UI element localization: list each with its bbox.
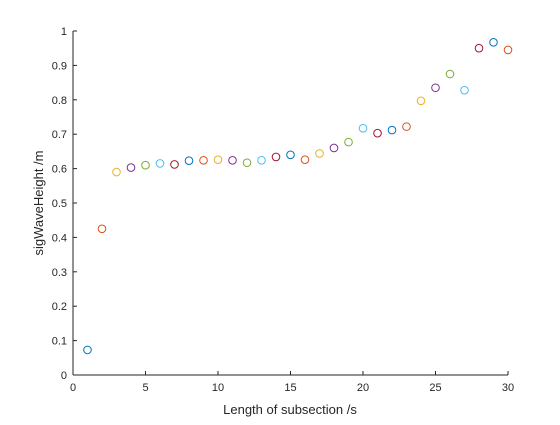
data-point — [300, 155, 310, 164]
data-point — [387, 125, 397, 135]
data-point — [257, 156, 266, 165]
x-tick-label: 30 — [502, 382, 514, 394]
data-point — [155, 159, 165, 168]
data-point — [474, 43, 484, 53]
data-point — [315, 149, 324, 158]
y-tick-label: 1 — [61, 26, 67, 38]
data-point — [141, 160, 150, 170]
data-point — [503, 45, 513, 55]
y-tick-label: 0.8 — [52, 95, 67, 107]
data-point — [344, 137, 353, 147]
y-tick-label: 0.5 — [52, 198, 67, 210]
x-tick-label: 0 — [70, 382, 76, 394]
data-point — [242, 158, 252, 168]
data-point — [286, 150, 295, 160]
data-point — [402, 122, 411, 131]
x-tick-label: 5 — [142, 382, 148, 394]
x-tick-label: 15 — [284, 382, 296, 394]
y-tick-label: 0.6 — [52, 164, 67, 176]
plot-area — [73, 31, 508, 375]
data-point — [271, 152, 281, 162]
data-point — [199, 156, 208, 165]
data-point — [329, 143, 339, 153]
data-point — [83, 345, 92, 355]
y-tick-label: 0.3 — [52, 267, 67, 279]
data-points — [83, 38, 513, 355]
y-tick-label: 0.2 — [52, 301, 67, 313]
data-point — [445, 69, 455, 79]
data-point — [489, 38, 498, 47]
data-point — [373, 128, 382, 138]
data-point — [358, 124, 368, 133]
data-point — [213, 155, 223, 164]
x-axis-label: Length of subsection /s — [223, 402, 357, 417]
data-point — [184, 156, 194, 165]
data-point — [228, 156, 237, 165]
x-tick-label: 20 — [357, 382, 369, 394]
data-point — [416, 96, 426, 106]
y-ticks: 0 0.1 0.2 0.3 0.4 0.5 0.6 0.7 0.8 0.9 1 — [52, 26, 77, 382]
y-tick-label: 0.1 — [52, 336, 67, 348]
data-point — [431, 83, 440, 93]
data-point — [126, 163, 136, 172]
y-tick-label: 0.7 — [52, 129, 67, 141]
y-axis-label: sigWaveHeight /m — [31, 151, 46, 256]
data-point — [460, 85, 469, 95]
x-tick-label: 25 — [429, 382, 441, 394]
x-ticks: 0 5 10 15 20 25 30 — [70, 371, 514, 394]
y-tick-label: 0.9 — [52, 60, 67, 72]
data-point — [97, 224, 107, 234]
y-tick-label: 0 — [61, 370, 67, 382]
x-tick-label: 10 — [212, 382, 224, 394]
y-tick-label: 0.4 — [52, 232, 67, 244]
data-point — [170, 160, 179, 169]
data-point — [112, 167, 121, 177]
